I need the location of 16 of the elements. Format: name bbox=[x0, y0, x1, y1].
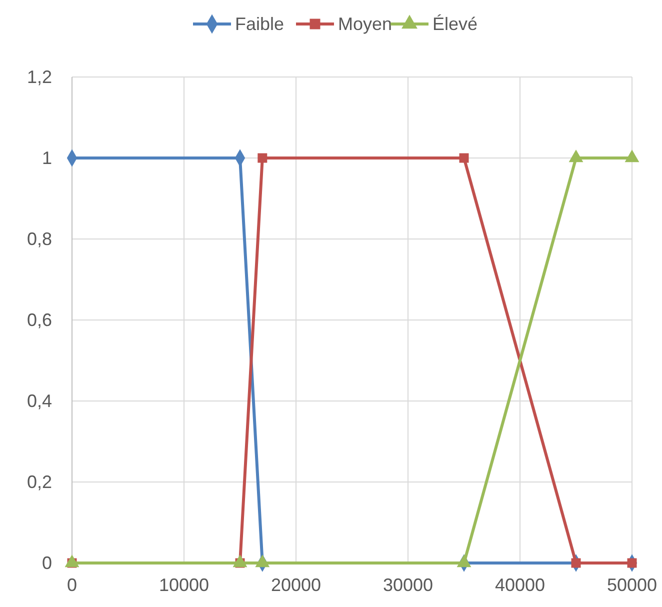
x-tick-label: 20000 bbox=[270, 575, 322, 595]
x-tick-label: 40000 bbox=[494, 575, 546, 595]
x-tick-label: 10000 bbox=[158, 575, 210, 595]
x-tick-label: 30000 bbox=[382, 575, 434, 595]
y-tick-label: 0,8 bbox=[26, 229, 52, 249]
legend-label: Élevé bbox=[432, 14, 478, 34]
legend-label: Faible bbox=[235, 14, 284, 34]
y-tick-label: 1 bbox=[42, 148, 52, 168]
y-tick-label: 1,2 bbox=[26, 67, 52, 87]
x-tick-label: 0 bbox=[66, 575, 78, 595]
y-tick-label: 0,4 bbox=[26, 391, 52, 411]
y-tick-label: 0,2 bbox=[26, 472, 52, 492]
legend-label: Moyen bbox=[338, 14, 392, 34]
y-tick-label: 0,6 bbox=[26, 310, 52, 330]
x-tick-label: 50000 bbox=[606, 575, 658, 595]
y-tick-label: 0 bbox=[42, 553, 52, 573]
